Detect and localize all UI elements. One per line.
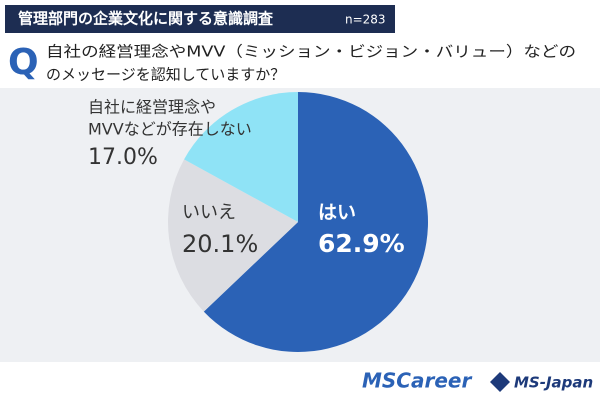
pie-slice xyxy=(184,92,298,222)
pie-slice xyxy=(168,159,298,312)
pie xyxy=(168,92,428,352)
question-line: 自社の経営理念やMVV（ミッション・ビジョン・バリュー）などの xyxy=(46,43,576,61)
logo: MS-Japan xyxy=(514,374,593,392)
slice-label: 自社に経営理念や xyxy=(88,98,216,117)
question-mark: Q xyxy=(8,42,39,83)
value-label: 17.0% xyxy=(88,145,158,170)
pie-slice xyxy=(203,92,428,352)
value-label: 20.1% xyxy=(182,230,258,258)
sample-size: n=283 xyxy=(345,13,386,27)
slice-label: MVVなどが存在しない xyxy=(88,120,252,139)
value-label: 62.9% xyxy=(318,229,405,258)
logo-icon xyxy=(490,372,510,392)
slice-label: いいえ xyxy=(182,202,236,223)
chart-title: 管理部門の企業文化に関する意識調査 xyxy=(18,10,274,28)
title-banner xyxy=(5,5,395,33)
logo: MSCareer xyxy=(362,369,472,393)
slice-label: はい xyxy=(318,202,356,224)
question-line: のメッセージを認知していますか？ xyxy=(46,66,285,84)
